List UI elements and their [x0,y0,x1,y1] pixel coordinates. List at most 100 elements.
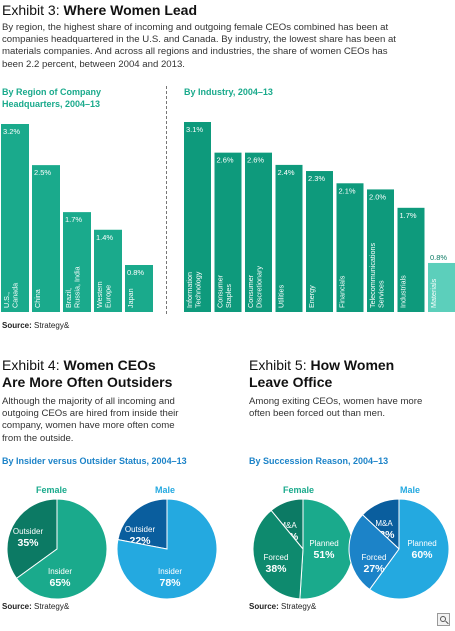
bar-category-label: Energy [307,285,316,308]
pie-slice [348,514,400,591]
exhibit3-intro-line: materials companies. And across all regi… [2,46,388,58]
region-bar-chart: 3.2% U.S.,Canada 2.5% China 1.7% Brazil,Russi… [1,124,153,312]
source-label: Source: [2,321,32,330]
exhibit3-intro: By region, the highest share of incoming… [2,22,452,71]
bar-category-label: InformationTechnology [185,271,203,308]
pie-slice-label: Insider 65% [48,567,72,589]
bar-value-label: 1.4% [96,233,113,242]
exhibit3-intro-line: companies headquartered in the U.S. and … [2,34,396,46]
bar-value-label: 2.6% [247,156,264,165]
bar-value-label: 3.2% [3,127,20,136]
exhibit5-subtitle: By Succession Reason, 2004–13 [249,456,389,466]
exhibit4-intro-line: outgoing CEOs are hired from inside thei… [2,408,179,420]
exhibit3-source: Source: Strategy& [2,321,69,330]
bar [336,183,364,312]
bar-category-label: Japan [126,288,135,308]
bar-value-label: 1.7% [400,211,417,220]
exhibit5-title: Exhibit 5: How Women Leave Office [249,357,394,391]
bar-value-label: 2.5% [34,168,51,177]
bar-category-label: Brazil,Russia, India [64,266,82,308]
region-heading-line: By Region of Company [2,87,102,97]
exhibit4-female-label: Female [36,485,68,495]
bar-category-label: Utilities [277,284,286,308]
exhibit5-intro-line: often been forced out than men. [249,408,386,420]
exhibit3-intro-line: been 2.2 percent, between 2004 and 2013. [2,58,185,70]
exhibit4-source: Source: Strategy& [2,602,69,611]
pie-slice-label: Forced 38% [264,553,289,575]
pie-slice [6,498,58,580]
bar-category-label: U.S.,Canada [2,283,20,308]
bar [428,262,455,312]
bar-category-label: Industrials [399,275,408,308]
pie-slice-label: Insider 78% [158,567,182,589]
chart-divider [166,86,167,314]
pie-slice [15,498,108,600]
bar [306,171,333,312]
bar [275,164,303,312]
exhibit5-female-label: Female [283,485,315,495]
bar-value-label: 2.6% [217,156,234,165]
exhibit3-title-text: Where Women Lead [63,2,198,18]
bar-category-label: Financials [338,275,347,308]
exhibit5-title-line: How Women [310,357,395,373]
bar-value-label: 2.0% [369,192,386,201]
exhibit4-title-line: Women CEOs [63,357,156,373]
exhibit5-intro-line: Among exiting CEOs, women have more [249,396,423,407]
region-heading-line: Headquarters, 2004–13 [2,99,101,109]
bar-value-label: 1.7% [65,215,82,224]
bar-category-label: China [33,289,42,308]
bar [63,212,91,312]
industry-bar-chart: 3.1% InformationTechnology 2.6% ConsumerSta… [184,122,455,312]
bar [214,152,242,312]
magnify-icon[interactable] [437,613,450,626]
bar [32,165,60,312]
bar [184,122,211,312]
pie-slice [117,498,168,550]
bar-value-label: 3.1% [186,125,203,134]
exhibit4-male-label: Male [155,485,176,495]
bar-value-label: 2.4% [278,168,295,177]
pie-slice [252,509,304,600]
source-text: Strategy& [278,602,317,611]
bar-category-label: WesternEurope [95,281,113,308]
pie-slice-label: Outsider 35% [13,527,44,549]
source-label: Source: [249,602,279,611]
exhibit5-male-label: Male [400,485,421,495]
pie-slice-label: Planned 60% [407,539,436,561]
bar-value-label: 0.8% [127,268,144,277]
exhibit5-title-line: Leave Office [249,374,333,390]
bar [245,152,272,312]
exhibit4-intro-line: from the outside. [2,432,74,444]
bar-category-label: TelecommunicationsServices [368,242,386,308]
bar-value-label: 2.1% [339,186,356,195]
exhibit3-number: Exhibit 3: [2,2,64,18]
exhibit3-intro-line: By region, the highest share of incoming… [2,22,389,33]
source-text: Strategy& [31,321,70,330]
pie-slice-label: Planned 51% [309,539,338,561]
exhibit4-number: Exhibit 4: [2,357,64,373]
bar [397,207,425,312]
region-chart-heading: By Region of Company Headquarters, 2004–… [2,86,101,110]
exhibit3-title: Exhibit 3: Where Women Lead [2,2,197,19]
source-label: Source: [2,602,32,611]
bar [94,229,122,312]
bar-category-label: ConsumerDiscretionary [246,266,264,308]
exhibit5-intro: Among exiting CEOs, women have more ofte… [249,396,453,420]
bar-value-label: 0.8% [430,253,447,262]
bar [125,265,153,312]
exhibit4-subtitle: By Insider versus Outsider Status, 2004–… [2,456,187,466]
exhibit5-number: Exhibit 5: [249,357,311,373]
bar-value-label: 2.3% [308,174,325,183]
exhibit4-intro: Although the majority of all incoming an… [2,396,222,445]
pie-slice [116,498,218,600]
industry-chart-heading: By Industry, 2004–13 [184,87,273,97]
bar-category-label: ConsumerStaples [216,274,234,308]
exhibit4-intro-line: Although the majority of all incoming an… [2,396,175,407]
pie-exhibit4-female: Outsider 35%Insider 65% [6,498,108,600]
exhibit4-intro-line: company, women have more often come [2,420,175,432]
exhibit4-title-line: Are More Often Outsiders [2,374,173,390]
pie-exhibit4-male: Outsider 22%Insider 78% [116,498,218,600]
pie-slice-label: Forced 27% [362,553,387,575]
